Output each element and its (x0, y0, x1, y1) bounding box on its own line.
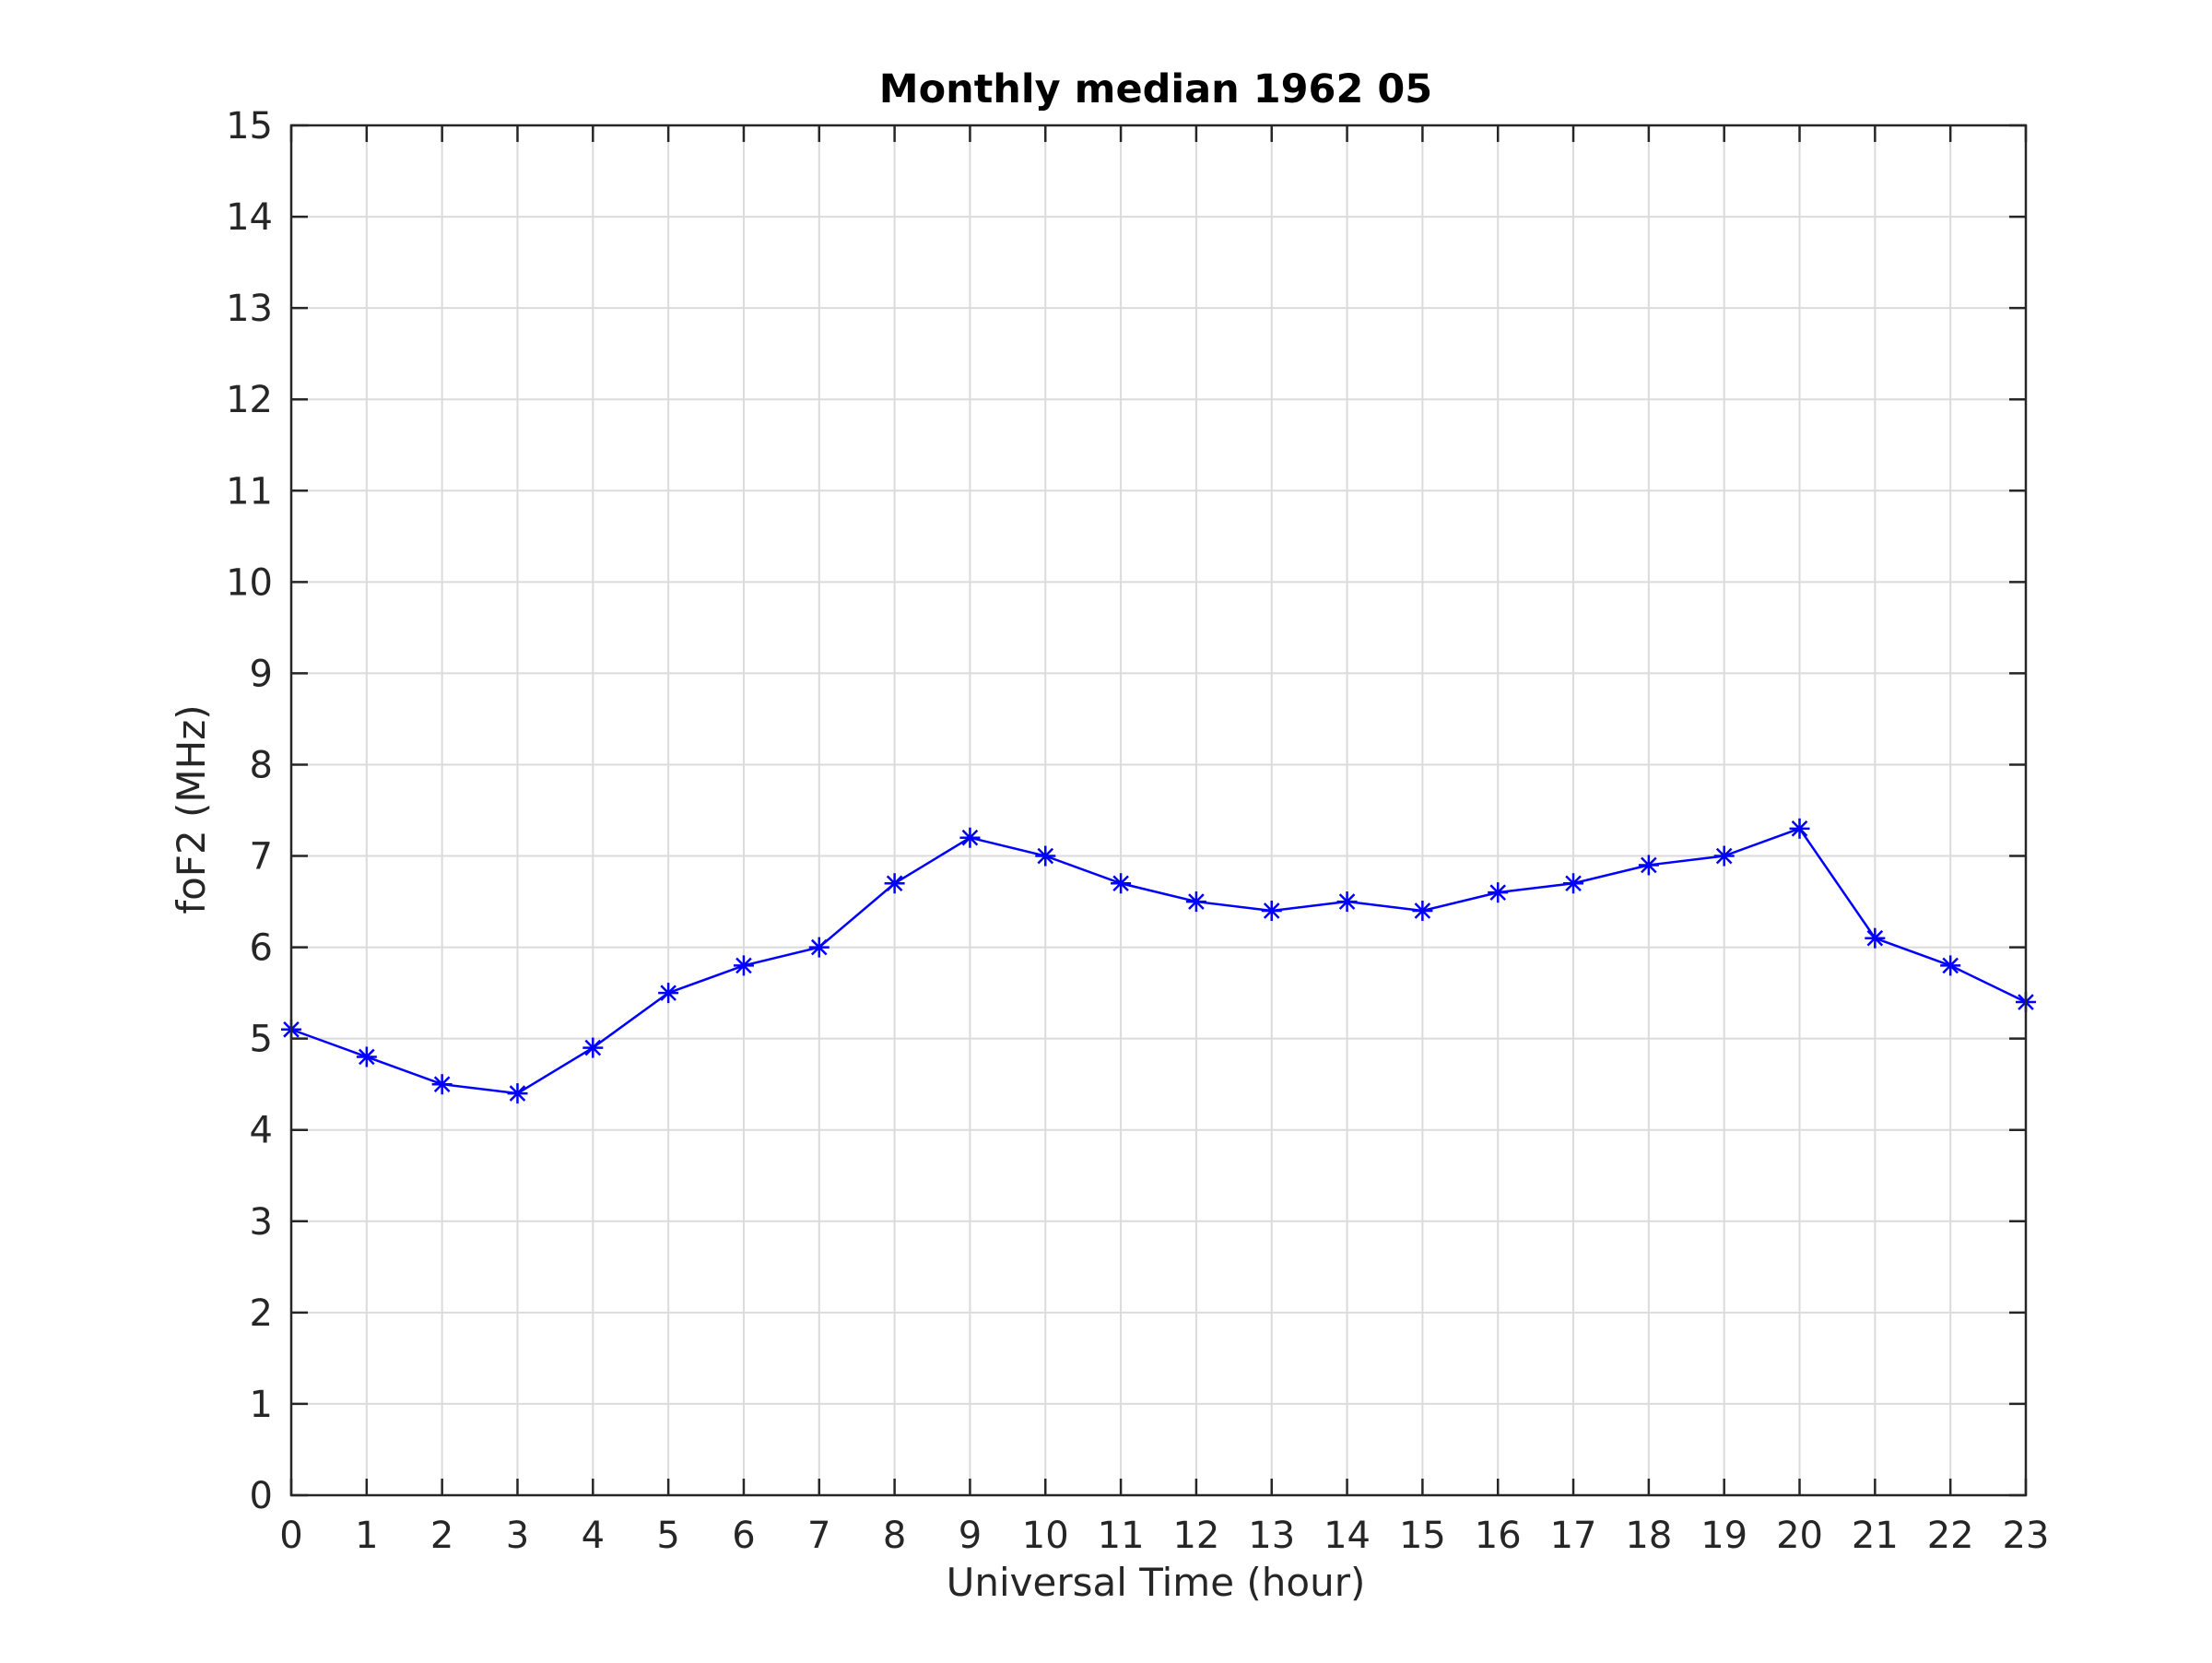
x-tick-labels: 0 1 2 3 4 5 6 7 8 9 10 11 12 13 14 15 16 17 18 19 20 21 22 23 (279, 1515, 2049, 1557)
x-tick-label: 9 (959, 1515, 982, 1557)
data-point-marker (658, 983, 679, 1004)
y-tick-label: 13 (226, 288, 273, 330)
data-point-marker (959, 827, 981, 848)
data-point-marker (1563, 873, 1584, 894)
y-tick-label: 8 (250, 744, 273, 786)
data-point-marker (1261, 900, 1282, 921)
x-tick-label: 5 (656, 1515, 679, 1557)
x-tick-label: 4 (582, 1515, 605, 1557)
data-point-marker (1865, 927, 1886, 949)
x-tick-label: 0 (279, 1515, 302, 1557)
y-tick-label: 3 (250, 1201, 273, 1244)
y-tick-label: 10 (226, 561, 273, 604)
y-tick-label: 7 (250, 836, 273, 879)
y-tick-label: 9 (250, 653, 273, 695)
x-axis-label: Universal Time (hour) (947, 1560, 1366, 1605)
data-point-marker (582, 1037, 604, 1058)
data-point-marker (1412, 900, 1433, 921)
y-axis-label: foF2 (MHz) (169, 704, 214, 914)
x-tick-label: 6 (732, 1515, 755, 1557)
x-tick-label: 16 (1475, 1515, 1522, 1557)
x-tick-label: 23 (2003, 1515, 2050, 1557)
y-tick-label: 1 (250, 1384, 273, 1426)
y-tick-label: 6 (250, 927, 273, 970)
x-tick-label: 2 (430, 1515, 453, 1557)
data-point-marker (1035, 845, 1056, 867)
x-tick-label: 18 (1625, 1515, 1672, 1557)
grid (290, 124, 2027, 1496)
x-tick-label: 21 (1852, 1515, 1899, 1557)
data-point-marker (1940, 955, 1961, 976)
x-tick-label: 19 (1700, 1515, 1747, 1557)
x-tick-label: 3 (506, 1515, 529, 1557)
y-tick-label: 0 (250, 1475, 273, 1517)
series-line (290, 827, 2027, 1095)
x-tick-label: 17 (1550, 1515, 1597, 1557)
data-point-marker (1185, 891, 1206, 913)
data-point-marker (1789, 818, 1810, 839)
x-tick-label: 20 (1776, 1515, 1823, 1557)
data-point-marker (1111, 873, 1132, 894)
x-tick-label: 10 (1022, 1515, 1069, 1557)
x-tick-label: 14 (1324, 1515, 1371, 1557)
x-tick-label: 13 (1248, 1515, 1295, 1557)
data-point-marker (1488, 882, 1509, 903)
y-tick-label: 12 (226, 379, 273, 421)
x-tick-label: 12 (1172, 1515, 1219, 1557)
data-point-marker (431, 1074, 453, 1095)
y-tick-label: 14 (226, 196, 273, 239)
data-point-marker (507, 1083, 528, 1104)
x-tick-label: 11 (1098, 1515, 1145, 1557)
data-point-marker (884, 873, 905, 894)
data-point-marker (356, 1046, 377, 1067)
x-tick-label: 15 (1399, 1515, 1446, 1557)
x-tick-label: 7 (807, 1515, 830, 1557)
x-tick-label: 8 (883, 1515, 906, 1557)
y-tick-label: 11 (226, 470, 273, 513)
data-point-marker (1713, 845, 1735, 867)
data-point-marker (1638, 855, 1659, 876)
y-tick-label: 2 (250, 1292, 273, 1335)
y-tick-label: 15 (226, 105, 273, 147)
plot-frame (289, 124, 2028, 1497)
axes-frame (289, 124, 2028, 1497)
data-point-marker (733, 955, 754, 976)
chart-title: Monthly median 1962 05 (879, 66, 1432, 112)
x-tick-label: 1 (355, 1515, 378, 1557)
data-point-marker (1336, 891, 1358, 913)
x-tick-label: 22 (1927, 1515, 1974, 1557)
data-point-marker (808, 937, 830, 958)
series-layer (281, 818, 2036, 1104)
y-tick-label: 5 (250, 1019, 273, 1061)
y-tick-label: 4 (250, 1110, 273, 1152)
